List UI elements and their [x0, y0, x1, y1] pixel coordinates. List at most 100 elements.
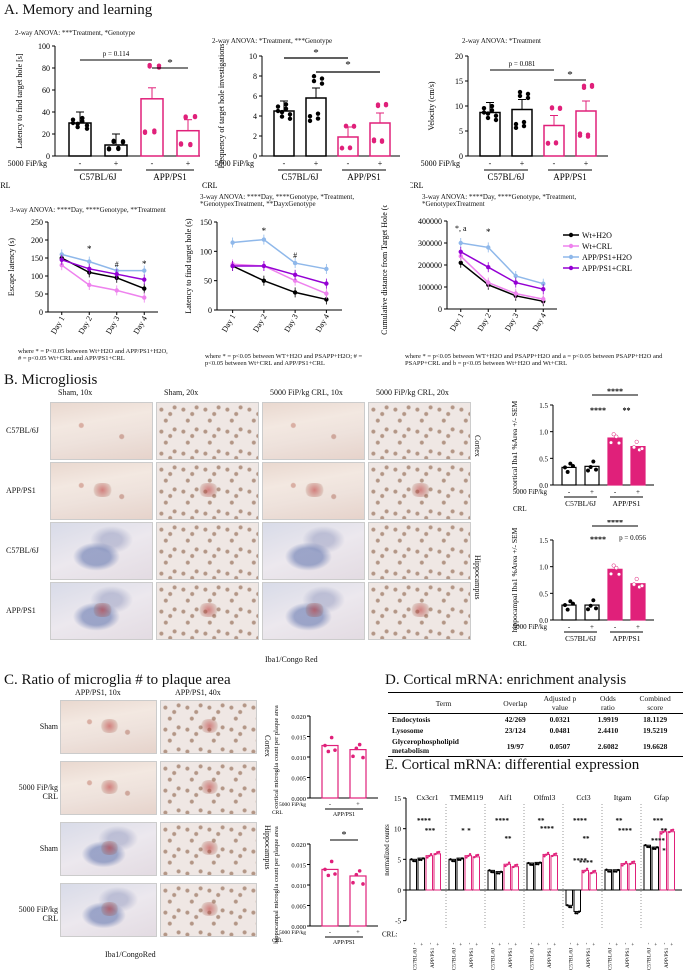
cell: 18.1129 — [643, 715, 668, 724]
x-tick-label: Day 4 — [132, 315, 149, 336]
bar — [561, 466, 577, 486]
bar — [140, 98, 164, 157]
data-point — [541, 281, 546, 286]
treatment-sign: - — [568, 623, 571, 631]
treatment-sign: - — [79, 159, 82, 168]
sig-star: * — [461, 827, 465, 835]
y-tick-label: 0 — [208, 306, 212, 315]
histology-image — [156, 582, 259, 640]
bar — [542, 853, 550, 891]
line3-anova: 3-way ANOVA: ****Day, ****Genotype, *Tre… — [422, 193, 577, 208]
data-point — [577, 133, 583, 138]
treatment-sign: + — [630, 943, 636, 946]
data-point — [142, 295, 147, 300]
treatment-sign: + — [114, 159, 119, 168]
series-line — [61, 257, 145, 290]
data-point — [481, 110, 487, 115]
p-value: p = 0.056 — [619, 534, 646, 542]
data-point — [319, 76, 325, 81]
bar3-anova: 2-way ANOVA: *Treatment — [462, 37, 541, 45]
genotype-wt: C57BL/6J — [565, 499, 596, 508]
bar1-anova: 2-way ANOVA: ***Treatment, *Genotype — [15, 29, 136, 37]
crl-label: CRL: — [382, 931, 398, 939]
data-point — [485, 115, 491, 121]
data-point — [192, 113, 198, 119]
treatment-sign: + — [614, 943, 620, 946]
velocity-bar-chart: 0 5 10 15 20 Velocity (cm/s) - + - +5000 FiP/kg CR… — [410, 52, 608, 190]
x-tick-label: Day 3 — [503, 312, 520, 333]
y-tick-label: 150 — [31, 254, 43, 263]
x-tick-label: Day 4 — [531, 312, 548, 333]
y-tick-label: 300000 — [418, 239, 442, 248]
cell: 23/124 — [504, 726, 526, 735]
series-line — [460, 262, 544, 303]
y-tick-label: 8 — [253, 72, 257, 81]
data-point — [460, 857, 464, 860]
fip-label: 5000 FiP/kg — [215, 159, 254, 168]
data-point — [142, 286, 147, 291]
treatment-sign: - — [583, 943, 589, 945]
data-point — [485, 111, 491, 116]
data-point — [475, 854, 478, 857]
p-value: p = 0.081 — [509, 60, 536, 68]
y-tick-label: 4 — [253, 112, 257, 121]
sig-star: * — [167, 57, 173, 69]
y-tick-label: 0.010 — [291, 883, 306, 890]
data-point — [114, 272, 119, 277]
c-col-header: APP/PS1, 10x — [75, 688, 121, 697]
x-tick-label: Day 2 — [77, 315, 94, 336]
data-point — [75, 121, 80, 127]
section-b-title: B. Microgliosis — [4, 372, 98, 388]
data-point — [275, 104, 281, 109]
treatment-sign: - — [329, 801, 331, 808]
histology-image — [50, 462, 153, 520]
bar — [321, 868, 339, 927]
b-row-label: APP/PS1 — [6, 486, 36, 495]
x-tick-label: Day 3 — [282, 313, 299, 334]
treatment-sign: + — [474, 943, 480, 946]
y-tick-label: 200 — [31, 236, 43, 245]
y-tick-label: 10 — [394, 826, 402, 834]
sig-star: ** — [583, 835, 591, 843]
bar — [630, 445, 646, 486]
data-point — [614, 565, 619, 570]
treatment-sign: - — [489, 943, 495, 945]
crl-label: CRL — [272, 810, 283, 816]
data-point — [412, 859, 415, 863]
histology-image — [262, 582, 365, 640]
genotype-wt: C57BL/6J — [413, 947, 419, 970]
bar — [550, 855, 558, 891]
data-point — [361, 755, 365, 760]
data-point — [87, 259, 92, 264]
histology-image — [262, 402, 365, 460]
histology-image — [156, 522, 259, 580]
data-point — [512, 865, 515, 869]
sig-star: ** — [505, 835, 513, 843]
data-point — [590, 871, 593, 875]
c-row-label: Sham — [39, 844, 58, 853]
y-axis-label: cortical microglia count per plaque area — [273, 705, 280, 809]
data-point — [324, 297, 329, 302]
y-axis-label: normalized counts — [383, 824, 391, 876]
y-tick-label: 1.0 — [539, 564, 548, 572]
data-point — [593, 606, 599, 611]
data-point — [449, 858, 452, 861]
sig-mark: # — [115, 260, 119, 269]
data-point — [662, 830, 665, 834]
data-point — [287, 116, 293, 121]
data-point — [607, 870, 610, 873]
data-point — [142, 268, 147, 273]
data-point — [493, 117, 499, 123]
treatment-sign: - — [450, 943, 456, 945]
data-point — [551, 854, 554, 858]
data-point — [660, 832, 663, 835]
y-tick-label: 80 — [42, 64, 50, 73]
y-axis-label: Latency to find target hole [s] — [15, 53, 24, 148]
treatment-sign: + — [435, 943, 441, 946]
sig-star: * — [342, 830, 347, 841]
y-tick-label: 60 — [42, 86, 50, 95]
y-tick-label: 0.020 — [291, 714, 306, 721]
data-point — [545, 853, 548, 856]
data-point — [361, 882, 365, 886]
data-point — [568, 461, 573, 466]
